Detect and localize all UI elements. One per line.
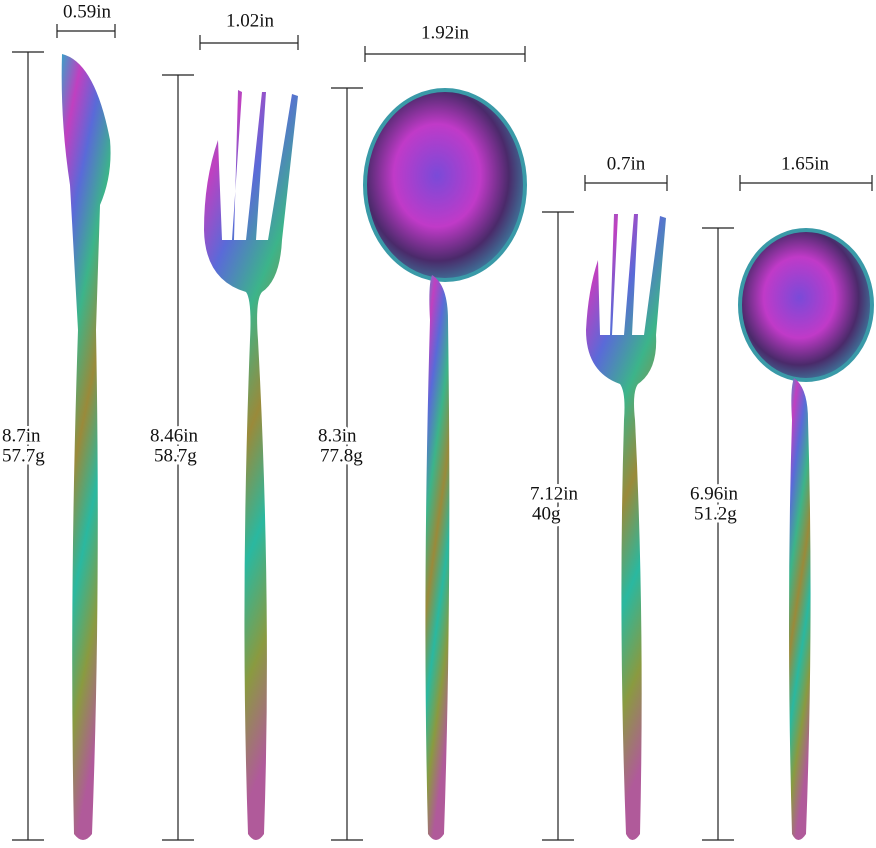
small-spoon (738, 228, 874, 840)
weight-label: 40g (532, 503, 561, 524)
small-fork (586, 214, 666, 840)
length-label: 7.12in (530, 483, 579, 504)
length-label: 8.7in (2, 425, 41, 446)
weight-label: 57.7g (2, 445, 45, 466)
fork (204, 90, 298, 840)
knife (61, 54, 111, 840)
weight-label: 51.2g (694, 503, 737, 524)
length-label: 8.46in (150, 425, 199, 446)
dimension-lines (12, 24, 873, 841)
spoon (363, 88, 527, 840)
length-label: 8.3in (318, 425, 357, 446)
length-label: 6.96in (690, 483, 739, 504)
width-label: 1.65in (781, 153, 830, 174)
weight-label: 77.8g (320, 445, 363, 466)
width-label: 1.02in (226, 10, 275, 31)
width-label: 1.92in (421, 22, 470, 43)
width-label: 0.59in (63, 1, 112, 22)
width-label: 0.7in (607, 153, 646, 174)
weight-label: 58.7g (154, 445, 197, 466)
